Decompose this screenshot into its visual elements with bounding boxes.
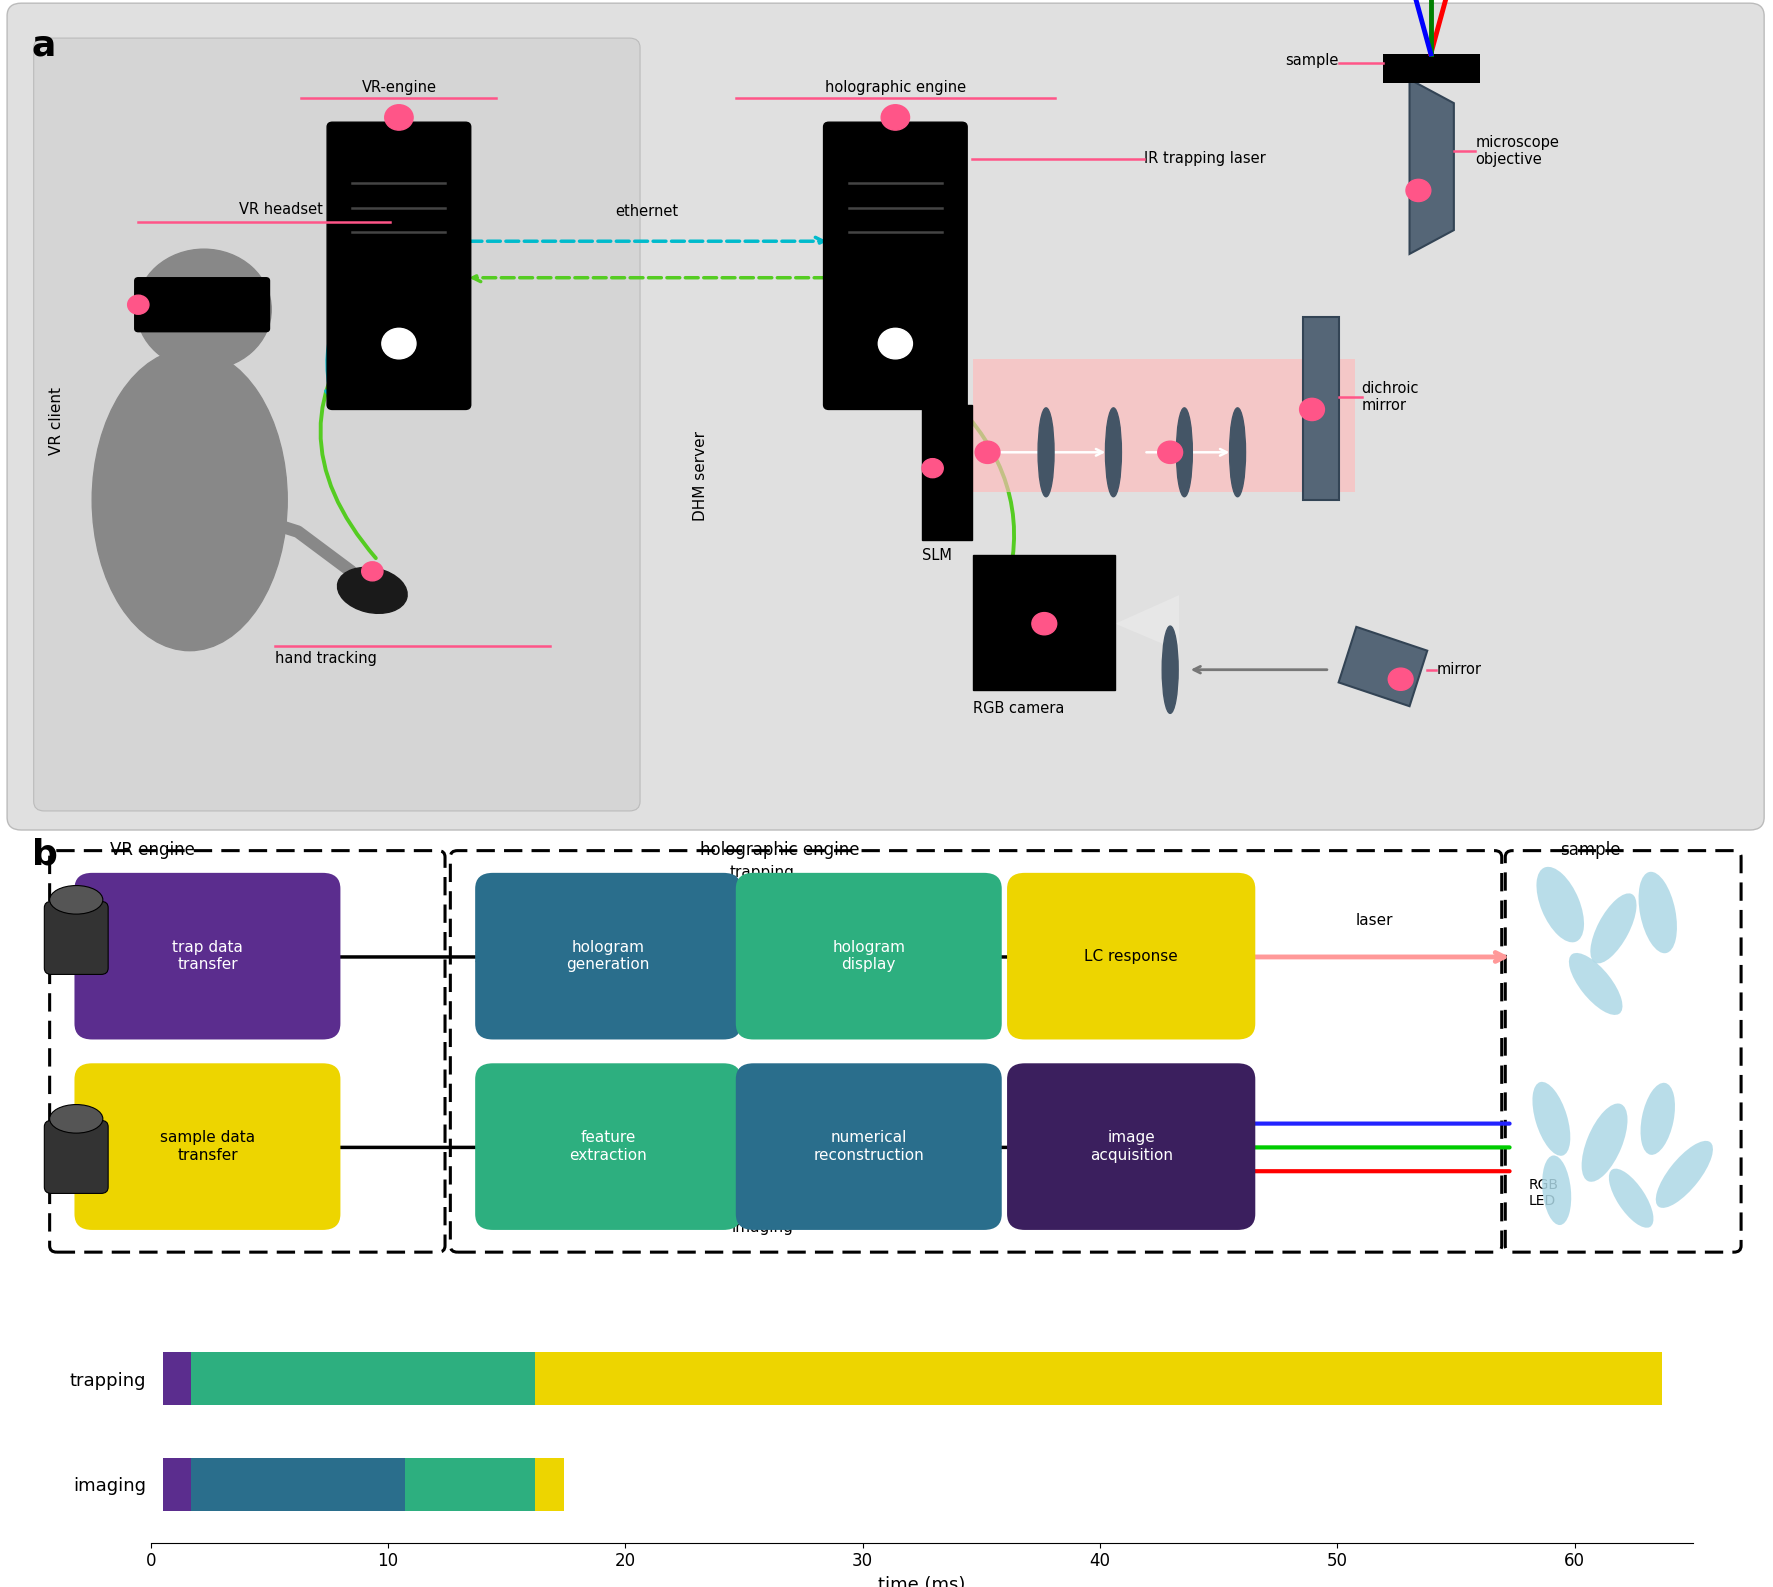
Ellipse shape (1163, 625, 1179, 714)
Bar (191, 1458, 404, 1511)
Circle shape (975, 441, 1000, 463)
Bar (163, 1352, 191, 1404)
Circle shape (381, 329, 417, 359)
Text: RGB
LED: RGB LED (1528, 1178, 1558, 1208)
Bar (922, 405, 972, 540)
Text: VR engine: VR engine (110, 841, 195, 859)
Ellipse shape (1582, 1103, 1628, 1182)
Ellipse shape (337, 568, 408, 613)
Bar (1383, 54, 1480, 83)
FancyBboxPatch shape (475, 873, 741, 1039)
Ellipse shape (1039, 408, 1053, 497)
FancyBboxPatch shape (736, 873, 1002, 1039)
Circle shape (1158, 441, 1183, 463)
Ellipse shape (50, 1105, 103, 1133)
FancyBboxPatch shape (736, 1063, 1002, 1230)
Bar (535, 1352, 1663, 1404)
Ellipse shape (1532, 1082, 1571, 1155)
FancyBboxPatch shape (7, 3, 1764, 830)
FancyBboxPatch shape (74, 873, 340, 1039)
Circle shape (1032, 613, 1057, 635)
Ellipse shape (50, 886, 103, 914)
Text: feature
extraction: feature extraction (569, 1130, 647, 1163)
Polygon shape (1410, 79, 1454, 254)
Ellipse shape (1638, 871, 1677, 954)
Text: holographic engine: holographic engine (824, 81, 966, 95)
Text: hologram
display: hologram display (832, 940, 906, 973)
Text: trapping: trapping (730, 865, 794, 879)
Circle shape (128, 295, 149, 314)
Text: microscope
objective: microscope objective (1475, 135, 1558, 167)
Ellipse shape (1106, 408, 1121, 497)
Circle shape (1406, 179, 1431, 202)
Bar (535, 1458, 564, 1511)
FancyBboxPatch shape (74, 1063, 340, 1230)
Bar (404, 1458, 535, 1511)
Ellipse shape (1177, 408, 1193, 497)
Ellipse shape (1640, 1082, 1675, 1155)
Circle shape (137, 249, 271, 370)
FancyBboxPatch shape (475, 1063, 741, 1230)
Text: LC response: LC response (1085, 949, 1177, 963)
Circle shape (1300, 398, 1324, 421)
Polygon shape (1303, 317, 1339, 500)
Bar (191, 1352, 535, 1404)
Circle shape (385, 105, 413, 130)
Ellipse shape (1608, 1168, 1654, 1228)
Text: a: a (32, 29, 57, 62)
Ellipse shape (92, 349, 287, 651)
Text: holographic engine: holographic engine (700, 841, 860, 859)
Ellipse shape (1590, 893, 1636, 963)
Text: sample data
transfer: sample data transfer (160, 1130, 255, 1163)
Text: sample: sample (1560, 841, 1621, 859)
Text: VR-engine: VR-engine (362, 81, 436, 95)
FancyBboxPatch shape (44, 901, 108, 974)
Text: DHM server: DHM server (693, 432, 707, 521)
Ellipse shape (1656, 1141, 1713, 1208)
Text: imaging: imaging (732, 1220, 793, 1235)
Text: RGB camera: RGB camera (973, 701, 1066, 716)
Ellipse shape (1543, 1155, 1571, 1225)
Text: trap data
transfer: trap data transfer (172, 940, 243, 973)
Text: ethernet: ethernet (615, 205, 679, 219)
FancyBboxPatch shape (824, 122, 968, 409)
Polygon shape (1339, 627, 1427, 706)
Text: numerical
reconstruction: numerical reconstruction (814, 1130, 924, 1163)
FancyBboxPatch shape (326, 122, 472, 409)
Text: hand tracking: hand tracking (275, 651, 376, 665)
FancyBboxPatch shape (135, 278, 269, 332)
Text: mirror: mirror (1436, 662, 1480, 678)
Bar (163, 1458, 191, 1511)
Text: VR headset: VR headset (239, 203, 323, 217)
FancyBboxPatch shape (1007, 1063, 1255, 1230)
Text: laser: laser (1355, 914, 1394, 928)
FancyBboxPatch shape (34, 38, 640, 811)
Text: SLM: SLM (922, 548, 952, 562)
Text: dichroic
mirror: dichroic mirror (1362, 381, 1418, 413)
Ellipse shape (1537, 867, 1583, 943)
Circle shape (878, 329, 913, 359)
Circle shape (922, 459, 943, 478)
Text: b: b (32, 838, 59, 871)
Circle shape (362, 562, 383, 581)
Bar (973, 359, 1355, 492)
Text: image
acquisition: image acquisition (1090, 1130, 1172, 1163)
Text: VR client: VR client (50, 387, 64, 454)
Polygon shape (1115, 595, 1179, 651)
Text: sample: sample (1285, 52, 1339, 68)
X-axis label: time (ms): time (ms) (878, 1576, 966, 1587)
Text: hologram
generation: hologram generation (566, 940, 651, 973)
FancyBboxPatch shape (1007, 873, 1255, 1039)
Circle shape (1388, 668, 1413, 690)
Ellipse shape (1230, 408, 1245, 497)
Ellipse shape (1569, 952, 1622, 1016)
Bar (973, 555, 1115, 690)
FancyBboxPatch shape (44, 1120, 108, 1193)
Text: IR trapping laser: IR trapping laser (1144, 151, 1266, 167)
Circle shape (881, 105, 910, 130)
